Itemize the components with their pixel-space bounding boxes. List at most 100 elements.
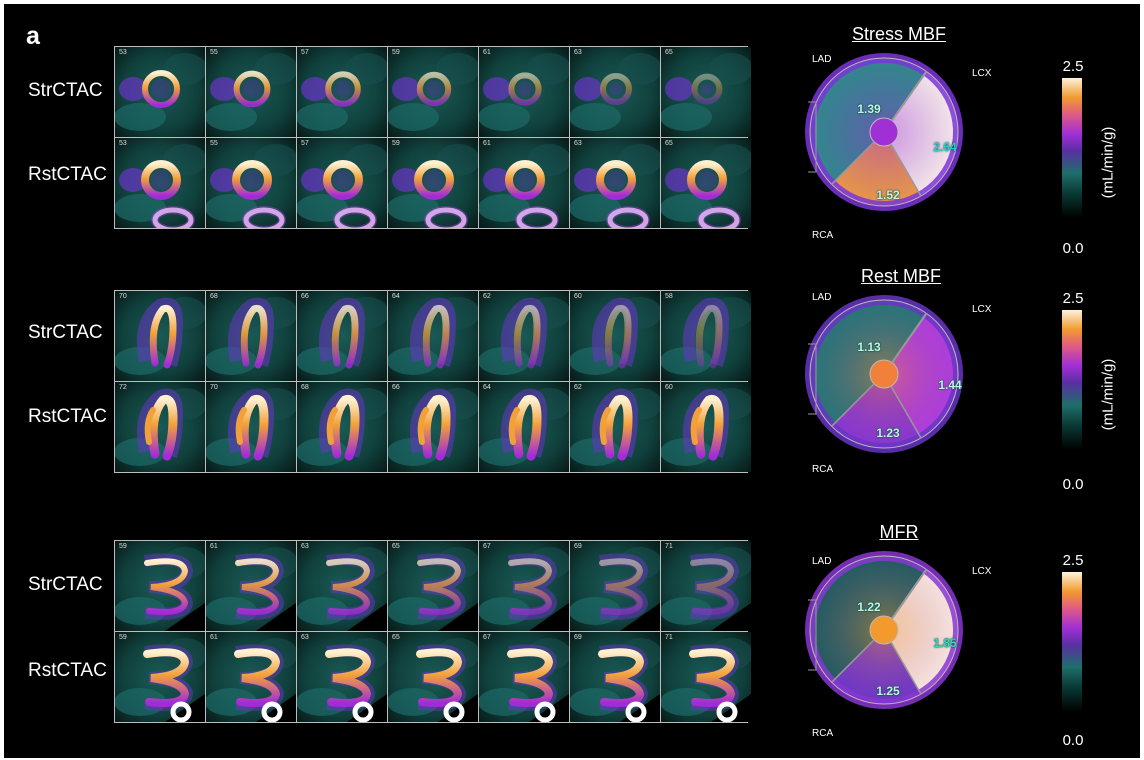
slice-number: 70 xyxy=(119,293,127,300)
scan-image xyxy=(115,47,205,137)
slice-number: 64 xyxy=(392,293,400,300)
slice-number: 59 xyxy=(392,49,400,56)
mfr-title: MFR xyxy=(879,522,919,542)
scan-image xyxy=(297,138,387,228)
scan-image xyxy=(206,541,296,631)
scan-tile: 60 xyxy=(570,291,660,381)
colorbar-max: 2.5 xyxy=(1062,290,1084,307)
scan-image xyxy=(570,382,660,472)
slice-number: 64 xyxy=(483,384,491,391)
scan-image xyxy=(297,541,387,631)
slice-number: 57 xyxy=(301,49,309,56)
slice-number: 65 xyxy=(392,543,400,550)
slice-number: 60 xyxy=(665,384,673,391)
scan-tile: 59 xyxy=(388,138,478,228)
scan-image xyxy=(479,382,569,472)
rest-rca-value: 1.23 xyxy=(876,426,900,440)
stress-lad-value: 1.39 xyxy=(857,102,881,116)
scan-image xyxy=(479,138,569,228)
lad-label: LAD xyxy=(812,292,832,303)
slice-number: 63 xyxy=(301,634,309,641)
scan-tile: 68 xyxy=(206,291,296,381)
scan-tile: 64 xyxy=(479,382,569,472)
scan-tile: 61 xyxy=(206,541,296,631)
scan-image xyxy=(479,291,569,381)
slice-number: 72 xyxy=(119,384,127,391)
row-label-stress: StrCTAC xyxy=(28,80,103,101)
slice-number: 55 xyxy=(210,49,218,56)
scan-tile: 66 xyxy=(388,382,478,472)
scan-tile: 55 xyxy=(206,47,296,137)
scan-tile: 69 xyxy=(570,541,660,631)
scan-tile: 53 xyxy=(115,47,205,137)
scan-tile: 67 xyxy=(479,632,569,722)
mfr-rca-value: 1.25 xyxy=(876,684,900,698)
scan-tile: 63 xyxy=(297,632,387,722)
colorbar-max: 2.5 xyxy=(1062,552,1084,569)
colorbar-unit: (mL/min/g) xyxy=(1099,358,1117,431)
slice-number: 62 xyxy=(483,293,491,300)
rest-lad-value: 1.13 xyxy=(857,340,881,354)
scan-image xyxy=(570,291,660,381)
slice-number: 67 xyxy=(483,543,491,550)
row-label-rest: RstCTAC xyxy=(28,406,107,427)
slice-number: 53 xyxy=(119,49,127,56)
colorbar-mfr xyxy=(1062,572,1082,712)
scan-tile: 57 xyxy=(297,47,387,137)
scan-image xyxy=(115,541,205,631)
slice-number: 61 xyxy=(483,140,491,147)
scan-image xyxy=(479,632,569,722)
scan-image xyxy=(479,541,569,631)
scan-image xyxy=(570,47,660,137)
slice-number: 61 xyxy=(210,543,218,550)
row-label-rest: RstCTAC xyxy=(28,164,107,185)
slice-number: 65 xyxy=(665,49,673,56)
image-grid-vertical-long-axis: 70 68 66 64 xyxy=(114,290,751,473)
colorbar-min: 0.0 xyxy=(1062,240,1084,257)
scan-tile: 65 xyxy=(388,632,478,722)
rca-label: RCA xyxy=(812,464,834,475)
slice-number: 58 xyxy=(665,293,673,300)
scan-image xyxy=(297,291,387,381)
scan-tile: 61 xyxy=(479,138,569,228)
scan-tile: 70 xyxy=(206,382,296,472)
slice-number: 66 xyxy=(392,384,400,391)
colorbar-min: 0.0 xyxy=(1062,732,1084,749)
scan-tile: 65 xyxy=(661,138,751,228)
scan-tile: 63 xyxy=(570,138,660,228)
slice-number: 69 xyxy=(574,543,582,550)
scan-tile: 68 xyxy=(297,382,387,472)
slice-number: 69 xyxy=(574,634,582,641)
slice-number: 68 xyxy=(210,293,218,300)
lcx-label: LCX xyxy=(972,304,992,315)
scan-tile: 59 xyxy=(388,47,478,137)
scan-image xyxy=(388,632,478,722)
lad-label: LAD xyxy=(812,556,832,567)
slice-number: 55 xyxy=(210,140,218,147)
slice-number: 63 xyxy=(574,140,582,147)
colorbar-min: 0.0 xyxy=(1062,476,1084,493)
scan-tile: 63 xyxy=(570,47,660,137)
slice-number: 63 xyxy=(574,49,582,56)
scan-image xyxy=(661,47,751,137)
scan-image xyxy=(661,138,751,228)
scan-image xyxy=(206,138,296,228)
scan-image xyxy=(388,541,478,631)
slice-number: 62 xyxy=(574,384,582,391)
slice-number: 71 xyxy=(665,543,673,550)
scan-image xyxy=(388,47,478,137)
rest-lcx-value: 1.44 xyxy=(938,378,962,392)
slice-number: 59 xyxy=(392,140,400,147)
slice-number: 60 xyxy=(574,293,582,300)
mfr-lad-value: 1.22 xyxy=(857,600,881,614)
slice-number: 68 xyxy=(301,384,309,391)
scan-image xyxy=(206,382,296,472)
scan-tile: 65 xyxy=(661,47,751,137)
scan-image xyxy=(661,291,751,381)
rest-mbf-title: Rest MBF xyxy=(860,266,941,286)
scan-tile: 65 xyxy=(388,541,478,631)
stress-rca-value: 1.52 xyxy=(876,188,900,202)
scan-tile: 62 xyxy=(479,291,569,381)
scan-tile: 71 xyxy=(661,632,751,722)
slice-number: 53 xyxy=(119,140,127,147)
